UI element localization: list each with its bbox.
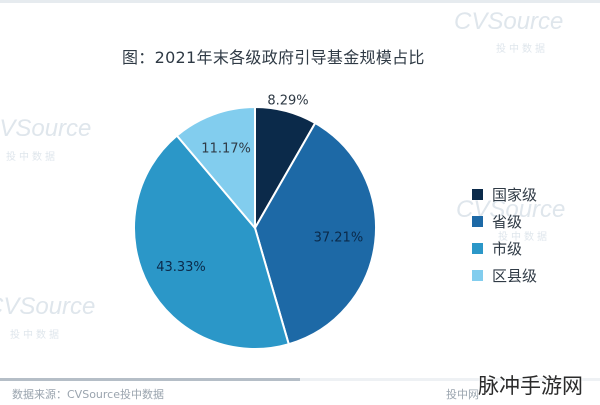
scroll-thumb: [0, 378, 300, 381]
legend-item: 国家级: [472, 183, 582, 205]
watermark-sub: 投中数据: [498, 232, 550, 243]
watermark-sub: 投中数据: [6, 152, 58, 163]
legend-item: 区县级: [472, 264, 582, 286]
legend-label: 国家级: [492, 185, 538, 204]
watermark-brand: CVSource: [0, 115, 92, 142]
footer-credit: 投中网: [446, 388, 479, 401]
legend-label: 区县级: [492, 266, 538, 285]
legend-swatch: [472, 269, 483, 281]
watermark-brand: CVSource: [454, 8, 564, 35]
slice-label-1: 8.29%: [267, 94, 308, 109]
site-watermark: 脉冲手游网: [478, 374, 583, 398]
pie-slice-4: [175, 105, 256, 231]
source-note: 数据来源：CVSource投中数据: [12, 388, 164, 401]
legend-label: 市级: [492, 239, 523, 258]
watermark-brand: CVSource: [0, 293, 96, 320]
legend-swatch: [472, 215, 483, 227]
pie-slice-2: [253, 121, 377, 346]
slice-label-4: 11.17%: [201, 142, 251, 157]
legend-label: 省级: [492, 212, 523, 231]
legend-swatch: [472, 188, 483, 200]
scroll-bar: [0, 378, 600, 381]
slice-label-3: 43.33%: [156, 260, 206, 275]
top-rule: [0, 0, 600, 3]
legend: 国家级省级市级区县级: [472, 183, 582, 291]
legend-swatch: [472, 242, 483, 254]
pie-slice-3: [133, 134, 290, 350]
slice-label-2: 37.21%: [314, 231, 364, 246]
legend-item: 省级: [472, 210, 582, 232]
watermark-sub: 投中数据: [10, 330, 62, 341]
chart-title: 图：2021年末各级政府引导基金规模占比: [122, 48, 425, 67]
legend-item: 市级: [472, 237, 582, 259]
watermark-sub: 投中数据: [496, 44, 548, 55]
